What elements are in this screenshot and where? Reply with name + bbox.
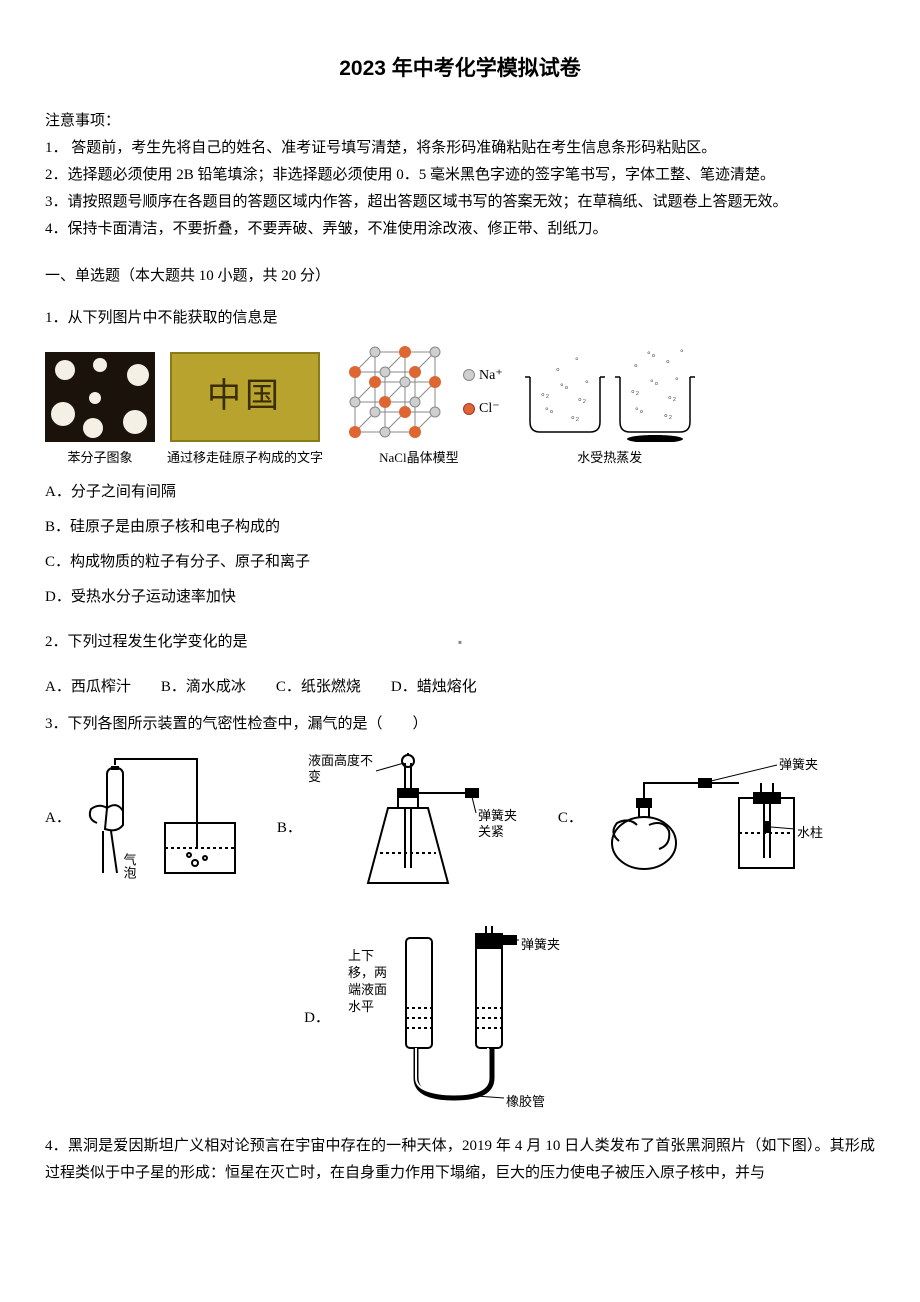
q1-opt-c: C．构成物质的粒子有分子、原子和离子 — [45, 549, 875, 576]
q3-a-letter: A． — [45, 805, 71, 832]
svg-text:°∘: °∘ — [635, 406, 644, 416]
na-dot-icon — [463, 369, 475, 381]
svg-text:°: ° — [675, 376, 679, 386]
q2-opt-d: D．蜡烛熔化 — [391, 674, 477, 701]
svg-text:∘₂: ∘₂ — [540, 389, 550, 399]
svg-text:°∘: °∘ — [650, 378, 659, 388]
instruction-3: 3．请按照题号顺序在各题目的答题区域内作答，超出答题区域书写的答案无效；在草稿纸… — [45, 189, 875, 216]
q3-opt-a: A． 气泡 — [45, 753, 247, 883]
svg-text:∘₂: ∘₂ — [667, 392, 677, 402]
fig-silicon-caption: 通过移走硅原子构成的文字 — [167, 446, 323, 469]
fig-benzene: 苯分子图象 — [45, 352, 155, 469]
q3-opt-b: B． 液面高度不变 弹簧夹关紧 — [277, 753, 528, 903]
q1-figures: 苯分子图象 中国 通过移走硅原子构成的文字 — [45, 342, 875, 469]
cl-dot-icon — [463, 403, 475, 415]
svg-text:°∘: °∘ — [560, 382, 569, 392]
fig-nacl: Na⁺ Cl⁻ NaCl晶体模型 — [335, 342, 503, 469]
q4-stem: 4．黑洞是爱因斯坦广义相对论预言在宇宙中存在的一种天体，2019 年 4 月 1… — [45, 1133, 875, 1187]
svg-text:°∘: °∘ — [545, 406, 554, 416]
svg-text:°: ° — [585, 379, 589, 389]
svg-text:∘: ∘ — [665, 356, 671, 366]
q3-d-svg: 上下移，两端液面水平 弹簧夹 橡胶管 — [336, 918, 616, 1118]
q3-b-label-yemian: 液面高度不变 — [308, 753, 378, 784]
q3-opt-c: C． 弹簧夹 水柱 — [558, 753, 829, 883]
svg-text:°: ° — [680, 348, 684, 358]
q3-d-label-clip: 弹簧夹 — [521, 933, 581, 953]
fig-evap-caption: 水受热蒸发 — [577, 446, 642, 469]
svg-text:∘₂: ∘₂ — [663, 410, 673, 420]
q2-options: A．西瓜榨汁 B．滴水成冰 C．纸张燃烧 D．蜡烛熔化 — [45, 674, 875, 701]
q3-b-svg: 液面高度不变 弹簧夹关紧 — [308, 753, 528, 903]
instruction-2: 2．选择题必须使用 2B 铅笔填涂；非选择题必须使用 0．5 毫米黑色字迹的签字… — [45, 162, 875, 189]
svg-text:∘₂: ∘₂ — [570, 412, 580, 422]
q3-a-svg: 气泡 — [77, 753, 247, 883]
q2-opt-b: B．滴水成冰 — [161, 674, 246, 701]
silicon-image: 中国 — [170, 352, 320, 442]
q3-d-label-updown: 上下移，两端液面水平 — [348, 948, 398, 1016]
q3-c-label-clip2: 弹簧夹 — [779, 753, 829, 773]
q1-opt-a: A．分子之间有间隔 — [45, 479, 875, 506]
q3-a-label-qipao: 气泡 — [121, 853, 136, 880]
svg-text:°: ° — [575, 356, 579, 366]
q3-c-letter: C． — [558, 805, 583, 832]
svg-text:°∘: °∘ — [647, 350, 656, 360]
instructions-heading: 注意事项： — [45, 108, 875, 135]
fig-nacl-caption: NaCl晶体模型 — [379, 446, 458, 469]
q3-options-row2: D． 上下移，两端液面水平 弹簧夹 橡胶管 — [45, 918, 875, 1118]
page-title: 2023 年中考化学模拟试卷 — [45, 50, 875, 88]
q3-d-letter: D． — [304, 1005, 330, 1032]
instruction-1: 1． 答题前，考生先将自己的姓名、准考证号填写清楚，将条形码准确粘贴在考生信息条… — [45, 135, 875, 162]
q3-opt-d: D． 上下移，两端液面水平 弹簧夹 橡胶管 — [304, 918, 616, 1118]
cl-label: Cl⁻ — [479, 401, 500, 416]
q3-c-svg: 弹簧夹 水柱 — [589, 753, 829, 883]
q1-opt-b: B．硅原子是由原子核和电子构成的 — [45, 514, 875, 541]
q3-c-label-watercol: 水柱 — [797, 821, 829, 841]
benzene-image — [45, 352, 155, 442]
q2-opt-c: C．纸张燃烧 — [276, 674, 361, 701]
svg-text:∘: ∘ — [555, 364, 561, 374]
nacl-legend: Na⁺ Cl⁻ — [463, 363, 503, 421]
q3-b-label-clip: 弹簧夹关紧 — [478, 808, 528, 839]
na-label: Na⁺ — [479, 368, 503, 383]
q1-opt-d: D．受热水分子运动速率加快 — [45, 584, 875, 611]
q3-options-row1: A． 气泡 B． — [45, 753, 875, 903]
fig-silicon: 中国 通过移走硅原子构成的文字 — [167, 352, 323, 469]
q3-b-letter: B． — [277, 815, 302, 842]
svg-text:∘: ∘ — [633, 360, 639, 370]
fig-benzene-caption: 苯分子图象 — [67, 446, 132, 469]
nacl-svg — [335, 342, 455, 442]
q2-opt-a: A．西瓜榨汁 — [45, 674, 131, 701]
svg-text:∘₂: ∘₂ — [630, 386, 640, 396]
fig-evap: ∘₂ °∘ ∘₂ °∘ ∘₂ ° ∘ ° ∘₂ °∘ ∘₂ °∘ ∘₂ ° ∘ °∘ ∘ ° 水受热蒸发 — [515, 342, 705, 469]
instruction-4: 4．保持卡面清洁，不要折叠，不要弄破、弄皱，不准使用涂改液、修正带、刮纸刀。 — [45, 216, 875, 243]
q3-d-label-rubber: 橡胶管 — [506, 1090, 566, 1110]
q2-stem: 2．下列过程发生化学变化的是 — [45, 629, 418, 656]
q3-stem: 3．下列各图所示装置的气密性检查中，漏气的是（ ） — [45, 711, 875, 738]
q1-stem: 1．从下列图片中不能获取的信息是 — [45, 305, 875, 332]
svg-text:∘₂: ∘₂ — [577, 394, 587, 404]
page-marker-icon: ▪ — [458, 632, 462, 654]
section-1-header: 一、单选题（本大题共 10 小题，共 20 分） — [45, 263, 875, 290]
evap-svg: ∘₂ °∘ ∘₂ °∘ ∘₂ ° ∘ ° ∘₂ °∘ ∘₂ °∘ ∘₂ ° ∘ °∘ ∘ ° — [515, 342, 705, 442]
